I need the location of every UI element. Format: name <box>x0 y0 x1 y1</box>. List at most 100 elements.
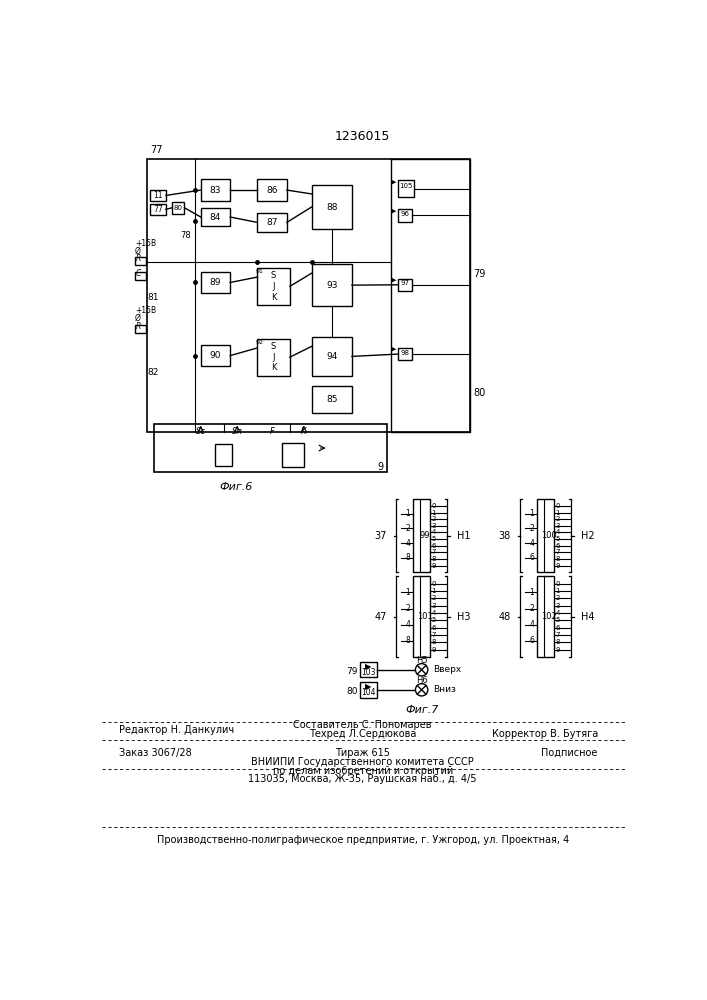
Text: F: F <box>269 427 274 436</box>
Text: +15В: +15В <box>135 239 156 248</box>
Text: 3: 3 <box>556 603 560 609</box>
Text: Фиг.6: Фиг.6 <box>219 482 252 492</box>
Text: 113035, Москва, Ж-35, Раушская наб., д. 4/5: 113035, Москва, Ж-35, Раушская наб., д. … <box>248 774 477 784</box>
Text: 0: 0 <box>556 503 560 509</box>
Text: 6: 6 <box>556 625 560 631</box>
Bar <box>413 499 430 572</box>
Text: 9: 9 <box>432 647 436 653</box>
Text: ▶: ▶ <box>365 662 371 671</box>
Text: 79: 79 <box>346 667 358 676</box>
Text: 77: 77 <box>151 145 163 155</box>
Text: 104: 104 <box>361 688 375 697</box>
Text: ▶: ▶ <box>392 346 397 352</box>
Bar <box>201 179 230 201</box>
Text: 4: 4 <box>432 529 436 535</box>
Bar <box>257 213 287 232</box>
Text: 2: 2 <box>405 604 410 613</box>
Text: ▶: ▶ <box>391 179 396 185</box>
Bar <box>312 337 352 376</box>
Bar <box>257 179 287 201</box>
Text: 38: 38 <box>498 531 510 541</box>
Text: Вниз: Вниз <box>433 685 456 694</box>
Text: 0: 0 <box>432 581 436 587</box>
Text: 7: 7 <box>432 549 436 555</box>
Bar <box>360 662 377 677</box>
Text: 2: 2 <box>556 595 560 601</box>
Text: Корректор В. Бутяга: Корректор В. Бутяга <box>493 729 599 739</box>
Text: 5: 5 <box>432 536 436 542</box>
Text: 83: 83 <box>210 186 221 195</box>
Text: 1: 1 <box>530 588 534 597</box>
Text: 8: 8 <box>432 639 436 645</box>
Text: 3: 3 <box>556 523 560 529</box>
Text: ▶: ▶ <box>392 277 397 283</box>
Text: ВНИИПИ Государственного комитета СССР: ВНИИПИ Государственного комитета СССР <box>252 757 474 767</box>
Text: 1: 1 <box>432 510 436 516</box>
Text: 3: 3 <box>432 603 436 609</box>
Text: ▶: ▶ <box>365 682 371 691</box>
Text: 86: 86 <box>267 186 278 195</box>
Text: 6: 6 <box>529 636 534 645</box>
Text: 1236015: 1236015 <box>335 130 390 143</box>
Text: 102: 102 <box>541 612 557 621</box>
Text: 1: 1 <box>432 588 436 594</box>
Bar <box>201 345 230 366</box>
Bar <box>146 158 469 432</box>
Text: 84: 84 <box>210 213 221 222</box>
Text: 96: 96 <box>401 211 410 217</box>
Text: 6: 6 <box>432 543 436 549</box>
Text: 9: 9 <box>556 563 560 569</box>
Text: 105: 105 <box>399 183 413 189</box>
Text: Фиг.7: Фиг.7 <box>405 705 438 715</box>
Text: 1: 1 <box>405 509 410 518</box>
Text: 2: 2 <box>530 524 534 533</box>
Text: 93: 93 <box>326 281 337 290</box>
Text: 87: 87 <box>267 218 278 227</box>
Text: 101: 101 <box>417 612 433 621</box>
Text: 8: 8 <box>405 553 410 562</box>
Bar <box>537 576 554 657</box>
Text: J: J <box>272 353 275 362</box>
Text: 77: 77 <box>153 205 163 214</box>
Text: Техред Л.Сердюкова: Техред Л.Сердюкова <box>309 729 416 739</box>
Text: 1: 1 <box>556 588 560 594</box>
Text: 2: 2 <box>556 516 560 522</box>
Text: 2: 2 <box>432 516 436 522</box>
Text: S: S <box>271 271 276 280</box>
Text: 6: 6 <box>432 625 436 631</box>
Bar <box>282 443 304 467</box>
Text: +15В: +15В <box>135 306 156 315</box>
Text: 4: 4 <box>432 610 436 616</box>
Text: C: C <box>136 269 141 278</box>
Text: Вверх: Вверх <box>433 665 462 674</box>
Text: Н1: Н1 <box>457 531 470 541</box>
Text: 4: 4 <box>529 620 534 629</box>
Bar <box>398 348 412 360</box>
Text: Sc: Sc <box>196 427 206 436</box>
Bar <box>151 204 166 215</box>
Bar <box>151 190 166 201</box>
Bar <box>201 272 230 293</box>
Text: Подписное: Подписное <box>541 748 597 758</box>
Text: 78: 78 <box>180 231 191 240</box>
Text: 2: 2 <box>432 595 436 601</box>
Text: 7: 7 <box>556 632 560 638</box>
Text: 4: 4 <box>529 539 534 548</box>
Text: S: S <box>271 342 276 351</box>
Text: Sп: Sп <box>232 427 243 436</box>
Text: 100: 100 <box>541 531 557 540</box>
Text: 5: 5 <box>432 617 436 623</box>
Text: по делам изобретений и открытий: по делам изобретений и открытий <box>273 766 453 776</box>
Bar <box>135 325 146 333</box>
Text: ▶: ▶ <box>392 208 397 214</box>
Text: 81: 81 <box>147 293 159 302</box>
Text: 4: 4 <box>405 539 410 548</box>
Bar <box>215 444 232 466</box>
Text: 94: 94 <box>326 352 337 361</box>
Bar <box>257 339 290 376</box>
Text: 90: 90 <box>210 351 221 360</box>
Text: 5: 5 <box>556 536 560 542</box>
Text: Заказ 3067/28: Заказ 3067/28 <box>119 748 192 758</box>
Text: 82: 82 <box>147 368 158 377</box>
Text: Тираж 615: Тираж 615 <box>335 748 390 758</box>
